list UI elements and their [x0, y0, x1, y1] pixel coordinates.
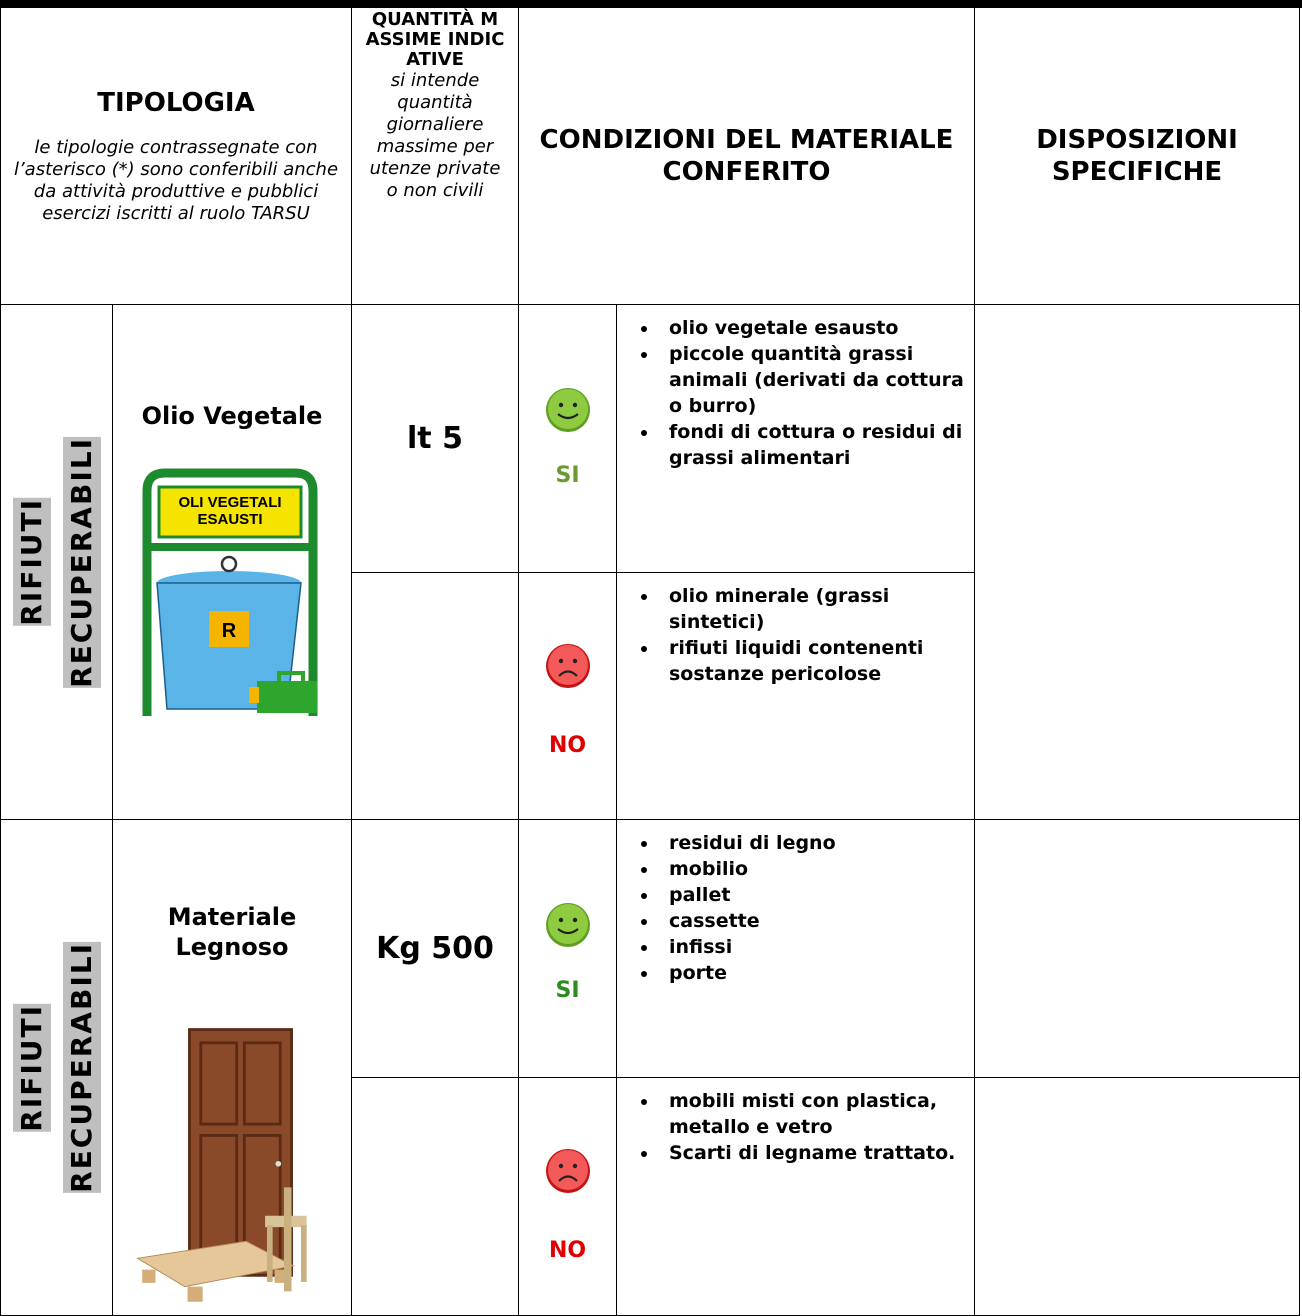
quantity-cell: Kg 500	[352, 820, 519, 1078]
list-item: olio vegetale esausto	[659, 315, 966, 341]
image-sign-text: OLI VEGETALI	[178, 494, 281, 511]
header-condizioni: CONDIZIONI DEL MATERIALE CONFERITO	[519, 8, 975, 305]
header-quantita: QUANTITÀ MASSIME INDICATIVE si intende q…	[352, 8, 519, 305]
list-item: olio minerale (grassi sintetici)	[659, 583, 966, 635]
material-name: Olio Vegetale	[141, 402, 323, 430]
list-item: mobili misti con plastica, metallo e vet…	[659, 1088, 966, 1140]
si-label: SI	[555, 978, 580, 1003]
si-icon-cell: SI	[519, 305, 617, 573]
name-cell: Olio Vegetale OLI VEGETALI ESAUSTI R	[113, 305, 352, 820]
category-cell: RIFIUTI RECUPERABILI	[0, 820, 113, 1316]
header-note: le tipologie contrassegnate con l’asteri…	[13, 137, 339, 224]
list-item: residui di legno	[659, 830, 966, 856]
header-title: CONDIZIONI DEL MATERIALE CONFERITO	[539, 125, 954, 187]
si-label: SI	[555, 463, 580, 488]
header-note: si intende quantità giornaliere massime …	[369, 70, 501, 201]
list-item: fondi di cottura o residui di grassi ali…	[659, 419, 966, 471]
disposizioni-cell	[975, 820, 1300, 1078]
header-title: TIPOLOGIA	[97, 88, 255, 118]
smiley	[545, 644, 590, 688]
no-list: olio minerale (grassi sintetici)rifiuti …	[617, 573, 974, 687]
no-list: mobili misti con plastica, metallo e vet…	[617, 1078, 974, 1166]
no-label: NO	[548, 733, 587, 758]
category-label: RIFIUTI	[12, 498, 51, 626]
no-label: NO	[548, 1238, 587, 1263]
disposizioni-cell	[975, 1078, 1300, 1316]
image-badge-text: R	[222, 620, 237, 642]
si-icon-cell: SI	[519, 820, 617, 1078]
no-icon-cell: NO	[519, 1078, 617, 1316]
category-label: RECUPERABILI	[62, 436, 101, 688]
material-name: Materiale Legnoso	[167, 903, 297, 961]
list-item: piccole quantità grassi animali (derivat…	[659, 341, 966, 419]
no-icon-cell: NO	[519, 573, 617, 820]
wood-materials-image	[136, 1028, 307, 1302]
quantity-cell-empty	[352, 573, 519, 820]
list-item: infissi	[659, 934, 966, 960]
list-item: Scarti di legname trattato.	[659, 1140, 966, 1166]
list-item: mobilio	[659, 856, 966, 882]
header-tipologia: TIPOLOGIA le tipologie contrassegnate co…	[0, 8, 352, 305]
no-list-cell: olio minerale (grassi sintetici)rifiuti …	[617, 573, 975, 820]
header-disposizioni: DISPOSIZIONI SPECIFICHE	[975, 8, 1300, 305]
category-label: RECUPERABILI	[62, 942, 101, 1193]
smiley	[545, 388, 590, 432]
category-cell: RIFIUTI RECUPERABILI	[0, 305, 113, 820]
quantity: lt 5	[407, 421, 463, 456]
smiley	[545, 1149, 590, 1193]
list-item: porte	[659, 960, 966, 986]
disposizioni-cell	[975, 305, 1300, 820]
quantity: Kg 500	[376, 931, 494, 966]
header-title: DISPOSIZIONI SPECIFICHE	[1036, 125, 1238, 187]
list-item: cassette	[659, 908, 966, 934]
no-list-cell: mobili misti con plastica, metallo e vet…	[617, 1078, 975, 1316]
si-list-cell: residui di legnomobiliopalletcassetteinf…	[617, 820, 975, 1078]
list-item: pallet	[659, 882, 966, 908]
header-title: QUANTITÀ MASSIME INDICATIVE	[365, 9, 505, 70]
name-cell: Materiale Legnoso	[113, 820, 352, 1316]
image-sign-text: ESAUSTI	[197, 511, 262, 528]
quantity-cell-empty	[352, 1078, 519, 1316]
category-label: RIFIUTI	[12, 1003, 51, 1132]
si-list: olio vegetale esaustopiccole quantità gr…	[617, 305, 974, 471]
si-list: residui di legnomobiliopalletcassetteinf…	[617, 820, 974, 986]
quantity-cell: lt 5	[352, 305, 519, 573]
si-list-cell: olio vegetale esaustopiccole quantità gr…	[617, 305, 975, 573]
smiley	[545, 903, 590, 947]
list-item: rifiuti liquidi contenenti sostanze peri…	[659, 635, 966, 687]
